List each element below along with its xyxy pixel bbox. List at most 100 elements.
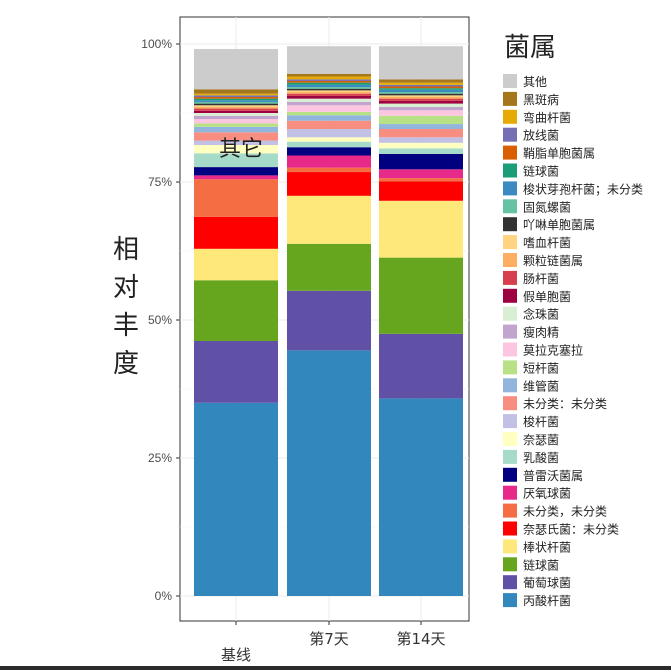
bar-segment	[194, 119, 278, 124]
legend-swatch	[503, 378, 517, 393]
legend-label: 链球菌	[523, 164, 559, 179]
bar-segment	[379, 93, 463, 96]
legend-swatch	[503, 485, 517, 500]
legend-label: 奈瑟菌	[523, 433, 559, 447]
legend-label: 假单胞菌	[523, 290, 571, 304]
legend-label: 未分类：未分类	[523, 397, 607, 411]
bar-segment	[379, 79, 463, 83]
legend: 其他黑斑病弯曲杆菌放线菌鞘脂单胞菌属链球菌梭状芽孢杆菌；未分类固氮螺菌吖啉单胞菌…	[503, 74, 643, 608]
bar-segment	[287, 243, 371, 291]
legend-swatch	[503, 199, 517, 214]
bar-segment	[379, 103, 463, 107]
bar-segment	[379, 153, 463, 170]
legend-swatch	[503, 217, 517, 232]
bar-segment	[194, 105, 278, 107]
bar-segment	[194, 145, 278, 154]
bar-segment	[287, 129, 371, 138]
legend-label: 鞘脂单胞菌属	[523, 146, 595, 161]
bar-segment	[287, 350, 371, 596]
bar-segment	[287, 73, 371, 77]
legend-label: 莫拉克塞拉	[523, 343, 583, 358]
bar-segment	[287, 111, 371, 116]
bar-segment	[194, 96, 278, 99]
bar-segment	[287, 92, 371, 94]
bar-segment	[194, 110, 278, 113]
legend-label: 短杆菌	[523, 361, 559, 375]
legend-swatch	[503, 521, 517, 536]
bar-segment	[194, 113, 278, 116]
bar-segment	[379, 46, 463, 80]
legend-swatch	[503, 109, 517, 124]
legend-label: 肠杆菌	[523, 272, 559, 286]
bar-segment	[379, 137, 463, 143]
bar-segment	[379, 398, 463, 596]
legend-label: 瘦肉精	[523, 325, 559, 340]
x-tick-label: 基线	[221, 646, 251, 664]
bar-segment	[379, 86, 463, 89]
legend-label: 链球菌	[523, 557, 559, 572]
bar-segment	[379, 200, 463, 258]
bar-segment	[287, 46, 371, 74]
bar-segment	[287, 137, 371, 142]
bar-segment	[287, 172, 371, 196]
legend-label: 固氮螺菌	[523, 199, 571, 214]
legend-label: 念珠菌	[523, 307, 559, 322]
bar-segment	[287, 167, 371, 173]
legend-swatch	[503, 163, 517, 178]
bar-segment	[287, 141, 371, 148]
legend-swatch	[503, 306, 517, 321]
legend-label: 普雷沃菌属	[523, 469, 583, 483]
bar-segment	[194, 103, 278, 106]
y-tick-label: 25%	[148, 451, 172, 465]
bar-segment	[194, 95, 278, 97]
bar-segment	[379, 181, 463, 201]
bar-segment	[287, 120, 371, 130]
bar-segment	[287, 90, 371, 93]
bar-segment	[379, 82, 463, 85]
bar-segment	[379, 178, 463, 182]
bar-segment	[194, 89, 278, 94]
legend-label: 丙酸杆菌	[523, 593, 571, 608]
bar-segment	[287, 155, 371, 168]
bar-segment	[194, 98, 278, 101]
y-axis-label-char: 对	[113, 273, 139, 303]
bar-segment	[379, 129, 463, 138]
legend-label: 棒状杆菌	[523, 540, 571, 554]
legend-swatch	[503, 593, 517, 608]
bar-segment	[379, 169, 463, 179]
axis-ticks: 0% 25% 50% 75% 100%	[141, 37, 180, 603]
legend-swatch	[503, 235, 517, 250]
legend-swatch	[503, 360, 517, 375]
bar-segment	[194, 248, 278, 281]
y-axis-label-char: 相	[113, 235, 139, 265]
bar-segment	[379, 96, 463, 99]
bottom-border	[0, 666, 671, 670]
bar-segment	[379, 333, 463, 399]
legend-swatch	[503, 270, 517, 285]
bar-segment	[194, 48, 278, 90]
y-axis-label-char: 度	[113, 349, 139, 379]
bars	[194, 46, 463, 596]
bar-segment	[194, 167, 278, 176]
y-tick-label: 50%	[148, 313, 172, 327]
legend-swatch	[503, 396, 517, 411]
bar-segment	[379, 98, 463, 101]
legend-swatch	[503, 342, 517, 357]
bar-segment	[287, 195, 371, 244]
bar-segment	[287, 80, 371, 83]
bar-segment	[379, 124, 463, 130]
legend-label: 葡萄球菌	[523, 576, 571, 590]
legend-swatch	[503, 503, 517, 518]
bar-segment	[379, 92, 463, 94]
bar-segment	[287, 84, 371, 88]
bar-segment	[194, 140, 278, 146]
legend-label: 维管菌	[523, 378, 559, 393]
legend-swatch	[503, 557, 517, 572]
legend-swatch	[503, 91, 517, 106]
bar-segment	[194, 93, 278, 96]
other-annotation: 其它	[219, 137, 263, 162]
bar-segment	[287, 147, 371, 156]
bar-segment	[379, 115, 463, 125]
bar-segment	[194, 101, 278, 104]
bar-segment	[287, 101, 371, 106]
